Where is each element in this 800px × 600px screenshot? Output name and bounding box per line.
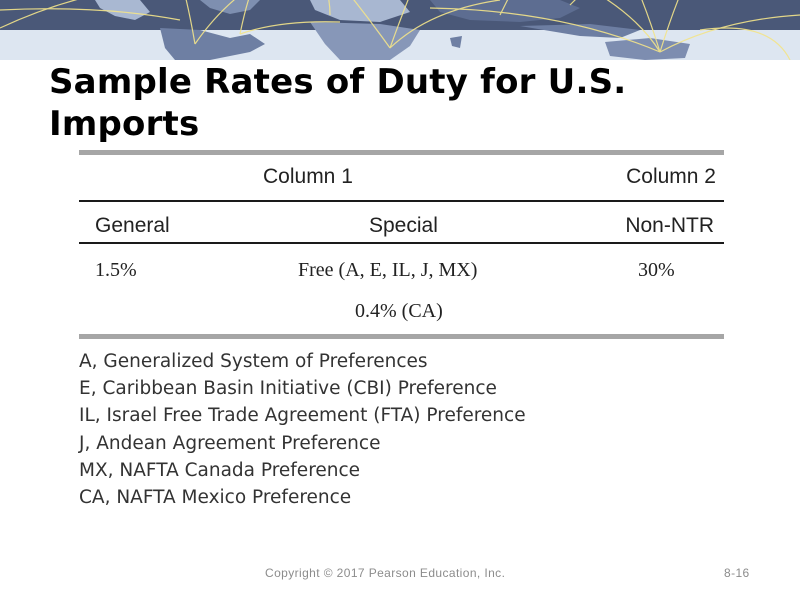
- table-header-rule: [79, 200, 724, 202]
- world-map-banner: [0, 0, 800, 60]
- column-header-non-ntr: Non-NTR: [625, 214, 714, 237]
- table-top-rule: [79, 150, 724, 155]
- legend-item-j: J, Andean Agreement Preference: [79, 432, 381, 454]
- table-column-header-row: General Special Non-NTR: [79, 202, 724, 242]
- non-ntr-rate: 30%: [638, 259, 675, 281]
- slide-title: Sample Rates of Duty for U.S. Imports: [49, 62, 627, 144]
- table-group-header-row: Column 1 Column 2: [79, 155, 724, 200]
- legend-item-a: A, Generalized System of Preferences: [79, 351, 428, 372]
- column-header-special: Special: [369, 214, 438, 237]
- abbreviation-legend: A, Generalized System of Preferences E, …: [79, 348, 526, 511]
- group-header-column-2: Column 2: [626, 165, 716, 188]
- legend-item-ca: CA, NAFTA Mexico Preference: [79, 487, 352, 509]
- legend-item-mx: MX, NAFTA Canada Preference: [79, 459, 361, 481]
- page-number: 8-16: [724, 566, 750, 580]
- table-row: 1.5% Free (A, E, IL, J, MX) 0.4% (CA) 30…: [79, 244, 724, 334]
- special-rate-free: Free (A, E, IL, J, MX): [298, 259, 478, 281]
- world-map-trade-routes-icon: [0, 0, 800, 60]
- copyright-notice: Copyright © 2017 Pearson Education, Inc.: [265, 566, 506, 580]
- group-header-column-1: Column 1: [263, 165, 353, 188]
- legend-item-il: IL, Israel Free Trade Agreement (FTA) Pr…: [79, 405, 526, 427]
- table-bottom-rule: [79, 334, 724, 339]
- column-header-general: General: [95, 214, 170, 237]
- duty-rates-table: Column 1 Column 2 General Special Non-NT…: [79, 150, 724, 339]
- general-rate: 1.5%: [95, 259, 137, 281]
- table-body-rule: [79, 242, 724, 244]
- special-rate-ca: 0.4% (CA): [355, 300, 443, 322]
- legend-item-e: E, Caribbean Basin Initiative (CBI) Pref…: [79, 378, 497, 400]
